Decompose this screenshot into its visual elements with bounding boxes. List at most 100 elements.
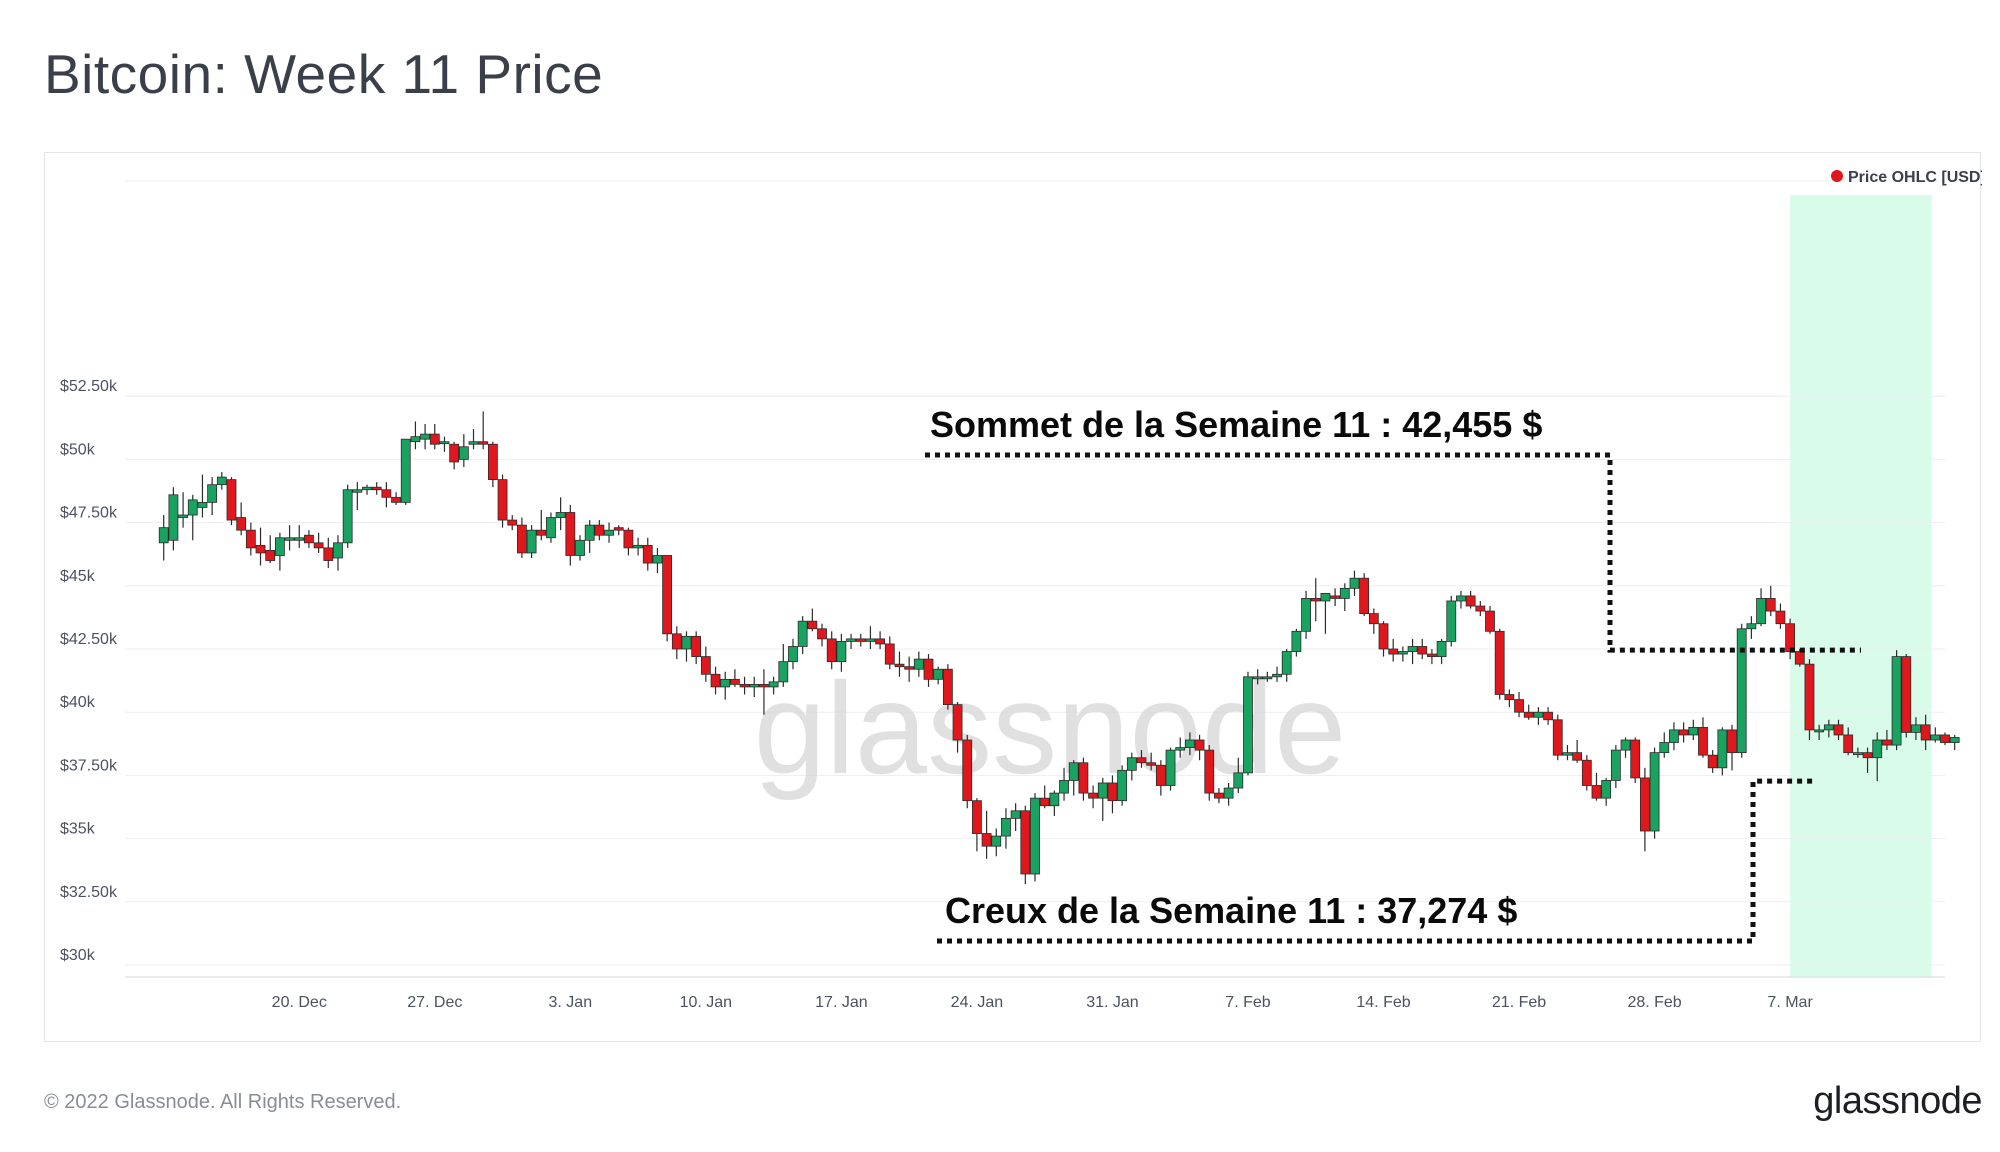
candle bbox=[1223, 782, 1234, 806]
candle bbox=[1514, 691, 1524, 718]
candle-body bbox=[1272, 673, 1282, 678]
candle bbox=[245, 522, 256, 556]
candle-body bbox=[1920, 724, 1931, 741]
candle-body bbox=[1736, 628, 1747, 754]
candle bbox=[1059, 767, 1069, 801]
candle-body bbox=[1310, 598, 1321, 602]
candle bbox=[575, 535, 585, 561]
candle bbox=[855, 633, 866, 647]
candle-body bbox=[1698, 726, 1708, 756]
candle-body bbox=[642, 544, 653, 564]
candle-body bbox=[759, 683, 769, 688]
candle bbox=[449, 441, 460, 470]
candle-body bbox=[284, 537, 295, 541]
candle-body bbox=[226, 479, 237, 521]
candle-body bbox=[245, 529, 256, 549]
candle bbox=[1930, 727, 1941, 743]
candle bbox=[1291, 628, 1302, 657]
candle bbox=[594, 520, 605, 541]
candle-body bbox=[1204, 749, 1215, 794]
candle bbox=[362, 484, 372, 495]
candle bbox=[923, 654, 934, 687]
candle-body bbox=[633, 544, 643, 549]
candle-body bbox=[197, 501, 208, 508]
candle bbox=[1088, 785, 1098, 809]
candle-body bbox=[1436, 641, 1447, 657]
candle bbox=[1872, 732, 1883, 782]
candle bbox=[284, 525, 295, 551]
candle bbox=[1882, 729, 1892, 751]
x-tick-label: 21. Feb bbox=[1492, 994, 1546, 1011]
candle bbox=[1204, 745, 1215, 801]
candle bbox=[226, 477, 237, 526]
candle-body bbox=[1601, 780, 1612, 799]
candle bbox=[429, 424, 440, 450]
candle bbox=[1669, 722, 1679, 751]
candle-body bbox=[517, 524, 527, 554]
candle bbox=[1107, 775, 1118, 814]
candle-body bbox=[1814, 729, 1825, 733]
candle-body bbox=[1485, 610, 1495, 632]
candle bbox=[1562, 745, 1573, 761]
candle bbox=[681, 631, 692, 662]
candle-body bbox=[613, 527, 624, 531]
candle-body bbox=[1010, 810, 1021, 819]
candle bbox=[1456, 590, 1466, 609]
candle bbox=[826, 631, 837, 670]
candle bbox=[1736, 623, 1747, 758]
candle-body bbox=[739, 683, 750, 688]
candle-body bbox=[1891, 656, 1902, 746]
candle-body bbox=[1097, 782, 1108, 799]
candle-body bbox=[468, 441, 479, 445]
y-tick-label: $50k bbox=[60, 441, 96, 458]
candle-body bbox=[1184, 739, 1195, 748]
candle-body bbox=[788, 646, 798, 663]
candle-body bbox=[1281, 651, 1292, 675]
candle-body bbox=[546, 517, 556, 539]
candle bbox=[1388, 638, 1399, 662]
candle bbox=[952, 702, 963, 753]
candle-body bbox=[391, 496, 401, 503]
y-tick-label: $35k bbox=[60, 821, 96, 838]
candle bbox=[274, 532, 285, 571]
candle bbox=[1010, 803, 1021, 832]
candle-body bbox=[1078, 762, 1089, 794]
candle-body bbox=[1552, 719, 1563, 756]
candle bbox=[187, 494, 198, 541]
candle-body bbox=[691, 635, 702, 657]
candle bbox=[642, 537, 653, 571]
candle-body bbox=[1562, 752, 1573, 756]
candle-body bbox=[1823, 724, 1834, 731]
candle-body bbox=[1155, 764, 1166, 786]
candle-body bbox=[1107, 782, 1118, 802]
candle-body bbox=[855, 638, 866, 642]
candle-body bbox=[158, 527, 169, 544]
candle-body bbox=[913, 658, 924, 670]
candle-body bbox=[449, 443, 460, 463]
candle bbox=[962, 734, 973, 809]
candle-body bbox=[1339, 587, 1350, 599]
candle-body bbox=[1901, 656, 1912, 733]
price-chart[interactable]: glassnode $30k$32.50k$35k$37.50k$40k$42.… bbox=[45, 153, 1982, 1043]
candle-body bbox=[1630, 739, 1641, 779]
candle-body bbox=[526, 529, 537, 554]
y-tick-label: $32.50k bbox=[60, 884, 118, 901]
candle bbox=[1126, 752, 1137, 781]
x-tick-label: 17. Jan bbox=[815, 994, 867, 1011]
candle bbox=[768, 676, 779, 695]
candle-body bbox=[1688, 726, 1699, 736]
glassnode-logo[interactable]: glassnode bbox=[1813, 1080, 1982, 1122]
candle bbox=[1659, 732, 1670, 758]
candle-body bbox=[458, 446, 469, 460]
candle bbox=[865, 626, 876, 649]
candle bbox=[497, 474, 508, 528]
candle-body bbox=[352, 489, 363, 493]
candle-body bbox=[1417, 646, 1428, 655]
candle bbox=[1504, 689, 1515, 708]
candle bbox=[1485, 606, 1495, 634]
candle bbox=[1020, 805, 1031, 885]
candle bbox=[836, 633, 847, 672]
candle bbox=[1475, 600, 1486, 617]
candle-body bbox=[1359, 577, 1370, 615]
candle-body bbox=[1930, 734, 1941, 741]
